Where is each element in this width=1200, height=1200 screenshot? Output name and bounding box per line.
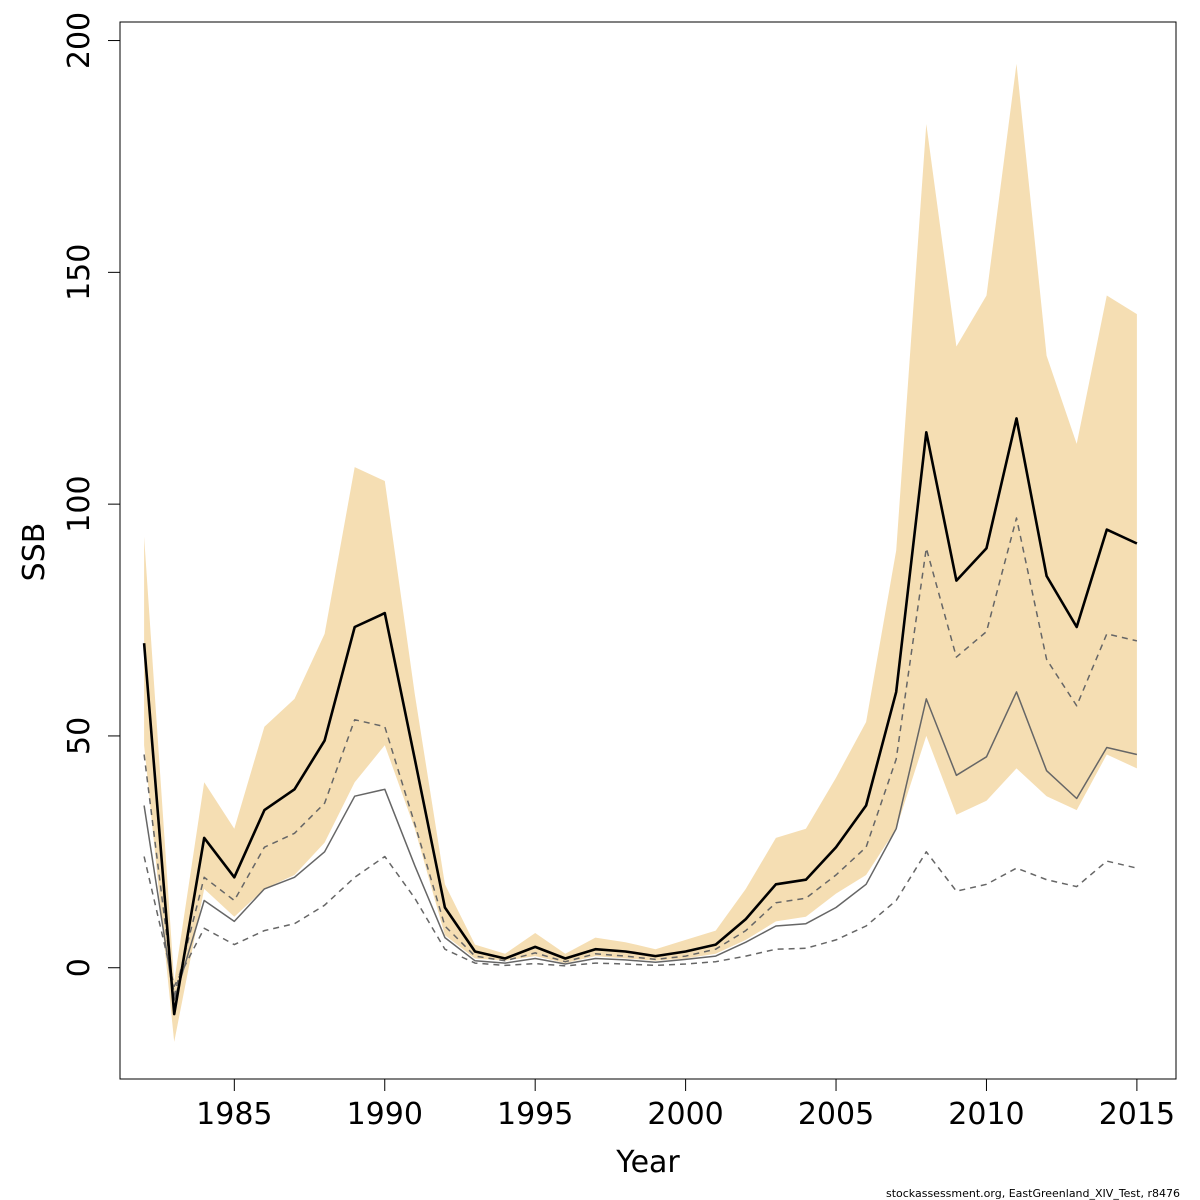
confidence-band [144, 63, 1137, 1042]
footnote: stockassessment.org, EastGreenland_XIV_T… [886, 1187, 1180, 1200]
series-line-main [142, 417, 1138, 1016]
y-axis: 0 50 100 150 200 [62, 12, 121, 977]
series-line-dashed-upper [143, 517, 1138, 997]
y-tick-label: 50 [62, 717, 97, 755]
x-tick-label: 1995 [497, 1097, 573, 1132]
x-axis-title: Year [615, 1145, 680, 1180]
y-tick-label: 100 [62, 475, 97, 532]
y-axis-title: SSB [17, 523, 52, 582]
x-axis: 1985 1990 1995 2000 2005 2010 2015 [196, 1078, 1175, 1132]
x-tick-label: 2010 [948, 1097, 1024, 1132]
x-tick-label: 2015 [1099, 1097, 1175, 1132]
y-tick-label: 200 [62, 12, 97, 69]
confidence-band-layer [144, 63, 1137, 1042]
x-tick-label: 1985 [196, 1097, 272, 1132]
series-line-dashed-lower [143, 851, 1138, 988]
y-tick-label: 150 [62, 244, 97, 301]
series-line-thin [143, 691, 1138, 1001]
x-tick-label: 2005 [798, 1097, 874, 1132]
y-tick-label: 0 [62, 958, 97, 977]
x-tick-label: 1990 [347, 1097, 423, 1132]
x-tick-label: 2000 [647, 1097, 723, 1132]
series-layer [142, 417, 1138, 1016]
